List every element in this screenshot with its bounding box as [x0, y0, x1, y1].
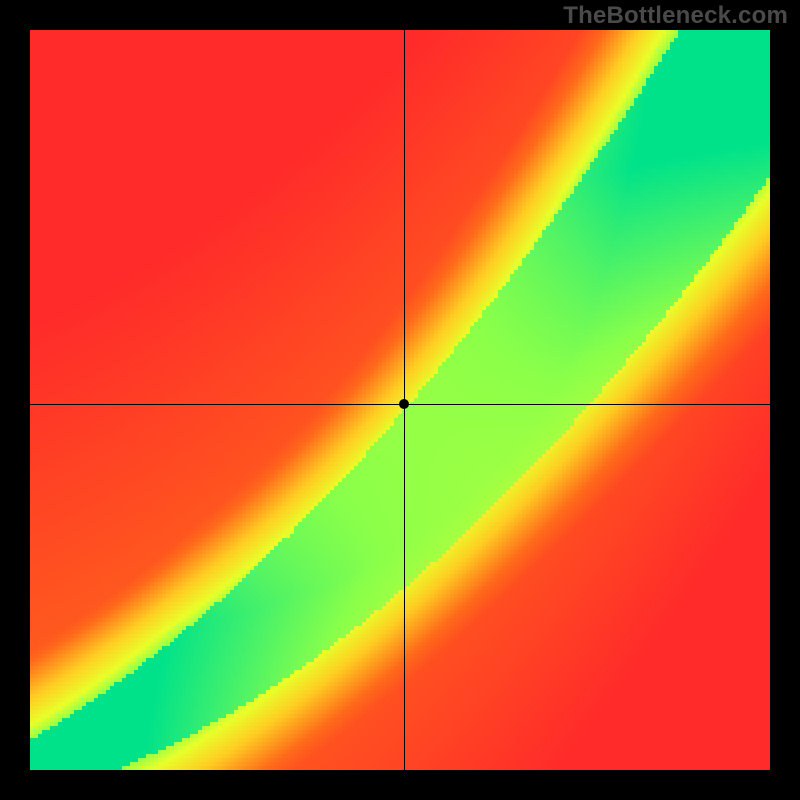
selected-point-marker — [399, 399, 409, 409]
figure-root: TheBottleneck.com — [0, 0, 800, 800]
plot-area — [30, 30, 770, 770]
watermark-text: TheBottleneck.com — [563, 2, 788, 30]
